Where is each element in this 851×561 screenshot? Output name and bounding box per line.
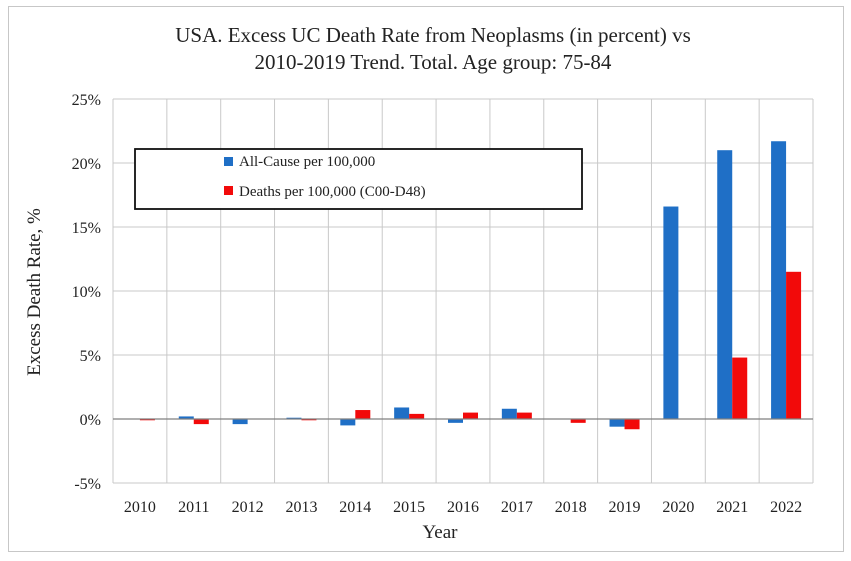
x-tick-label: 2019 xyxy=(609,499,641,516)
y-tick-label: 25% xyxy=(72,92,101,109)
bar-all-cause-2013 xyxy=(286,417,302,419)
x-tick-label: 2017 xyxy=(501,499,533,516)
legend-swatch-neoplasm-deaths xyxy=(224,186,233,195)
x-tick-label: 2010 xyxy=(124,499,156,516)
legend: All-Cause per 100,000 Deaths per 100,000… xyxy=(134,148,583,210)
legend-box xyxy=(134,148,583,210)
y-tick-label: 5% xyxy=(80,348,101,365)
x-tick-label: 2021 xyxy=(716,499,748,516)
x-tick-label: 2016 xyxy=(447,499,479,516)
bar-neoplasm-deaths-2015 xyxy=(409,413,425,419)
bar-neoplasm-deaths-2018 xyxy=(570,419,586,423)
chart-title-line-1: USA. Excess UC Death Rate from Neoplasms… xyxy=(175,23,691,47)
bar-neoplasm-deaths-2014 xyxy=(355,410,371,419)
bar-neoplasm-deaths-2022 xyxy=(786,271,802,419)
x-tick-label: 2018 xyxy=(555,499,587,516)
y-tick-label: 15% xyxy=(72,220,101,237)
bar-all-cause-2011 xyxy=(178,416,194,419)
y-tick-label: 10% xyxy=(72,284,101,301)
bar-all-cause-2014 xyxy=(340,419,356,426)
tick-label-layer: -5% 0% 5% 10% 15% 20% 25% 2010 2011 2012 2013 2014 2… xyxy=(72,92,802,516)
legend-label-neoplasm-deaths: Deaths per 100,000 (C00-D48) xyxy=(239,184,426,200)
bar-all-cause-2022 xyxy=(771,141,787,420)
bar-neoplasm-deaths-2011 xyxy=(193,419,209,425)
x-tick-label: 2014 xyxy=(339,499,371,516)
bar-all-cause-2019 xyxy=(609,419,625,427)
bar-neoplasm-deaths-2019 xyxy=(624,419,640,430)
x-tick-label: 2020 xyxy=(662,499,694,516)
bar-neoplasm-deaths-2017 xyxy=(516,412,532,419)
y-tick-label: 0% xyxy=(80,412,101,429)
bar-all-cause-2021 xyxy=(717,150,733,419)
bar-all-cause-2012 xyxy=(232,419,248,425)
bars-layer xyxy=(139,141,802,430)
bar-all-cause-2015 xyxy=(394,407,410,419)
bar-neoplasm-deaths-2021 xyxy=(732,357,748,419)
bar-neoplasm-deaths-2010 xyxy=(139,419,155,421)
bar-neoplasm-deaths-2016 xyxy=(463,412,478,419)
y-tick-label: -5% xyxy=(74,476,101,493)
x-tick-label: 2012 xyxy=(232,499,264,516)
bar-all-cause-2016 xyxy=(448,419,463,423)
chart-title-line-2: 2010-2019 Trend. Total. Age group: 75-84 xyxy=(255,50,612,74)
x-axis-title: Year xyxy=(422,522,458,543)
x-tick-label: 2011 xyxy=(178,499,209,516)
bar-all-cause-2020 xyxy=(663,206,679,419)
bar-all-cause-2017 xyxy=(501,408,517,419)
x-tick-label: 2015 xyxy=(393,499,425,516)
x-tick-label: 2022 xyxy=(770,499,802,516)
chart-frame xyxy=(8,6,844,552)
y-axis-title: Excess Death Rate, % xyxy=(24,208,45,376)
x-tick-label: 2013 xyxy=(285,499,317,516)
legend-label-all-cause: All-Cause per 100,000 xyxy=(239,154,375,170)
legend-swatch-all-cause xyxy=(224,157,233,166)
bar-neoplasm-deaths-2013 xyxy=(301,419,317,421)
y-tick-label: 20% xyxy=(72,156,101,173)
